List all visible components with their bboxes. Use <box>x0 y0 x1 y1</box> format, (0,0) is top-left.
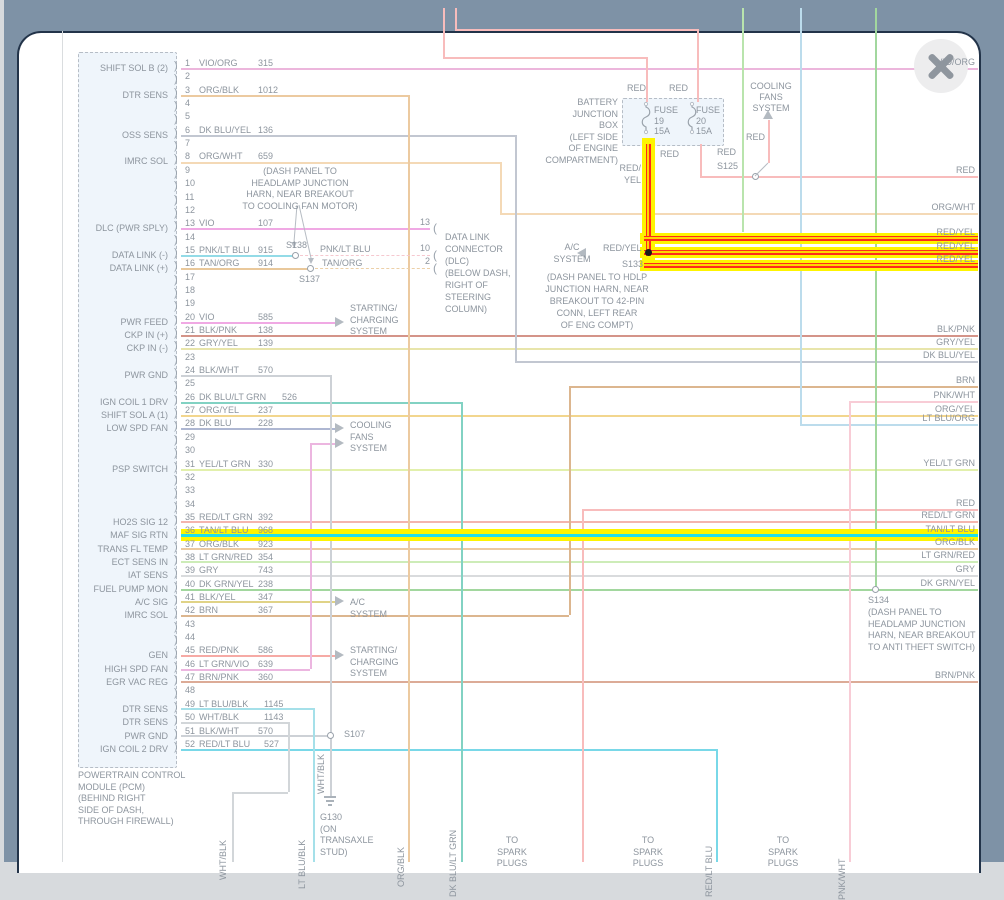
diagram-canvas <box>17 31 981 873</box>
close-button[interactable] <box>914 39 968 93</box>
page-edge-line <box>62 31 63 862</box>
